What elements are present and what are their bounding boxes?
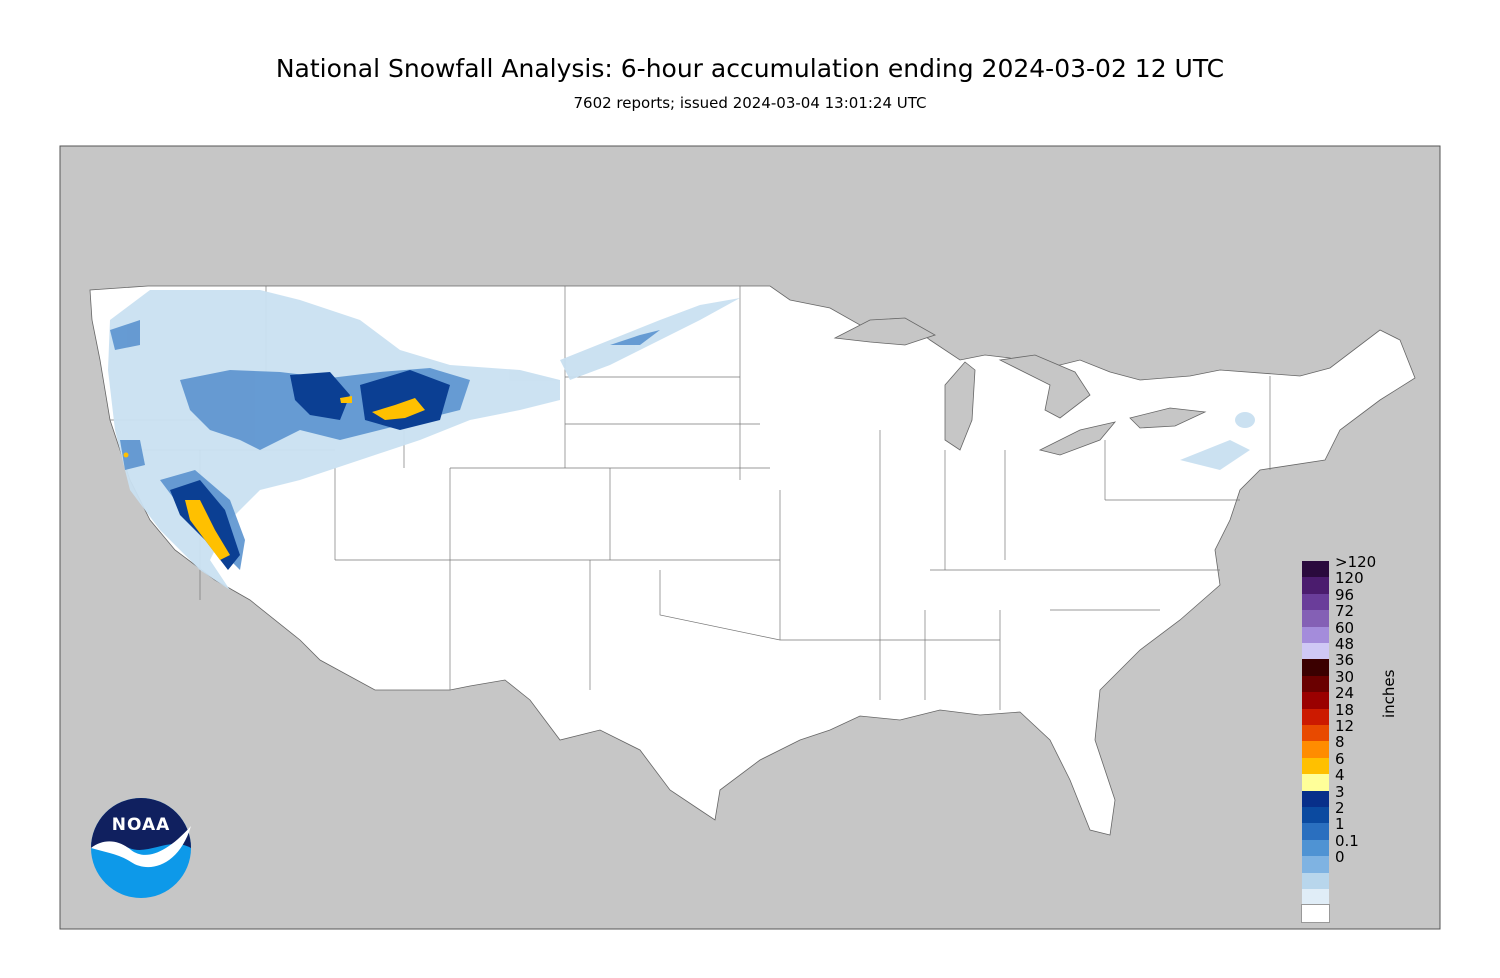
legend-swatch	[1302, 692, 1329, 709]
legend-swatch	[1302, 774, 1329, 791]
snowfall-extreme	[123, 396, 425, 560]
legend-swatch	[1302, 659, 1329, 676]
lake-michigan	[944, 361, 976, 451]
legend-label: 24	[1335, 684, 1355, 703]
legend-label: 8	[1335, 733, 1345, 752]
noaa-logo-text: NOAA	[111, 815, 171, 835]
map-title: National Snowfall Analysis: 6-hour accum…	[275, 54, 1225, 83]
legend-label: 120	[1335, 569, 1364, 588]
legend-swatch	[1301, 904, 1330, 923]
legend-swatch	[1302, 626, 1329, 643]
legend-swatch	[1302, 708, 1329, 725]
legend-swatch	[1302, 807, 1329, 824]
legend-label: 48	[1335, 635, 1355, 653]
noaa-logo	[91, 798, 191, 898]
legend-label: 60	[1335, 618, 1355, 637]
legend-swatch	[1302, 757, 1329, 775]
legend-label: 1	[1335, 815, 1345, 834]
legend-label: 12	[1335, 717, 1355, 735]
legend-swatch	[1302, 593, 1329, 611]
legend-swatch	[1302, 675, 1329, 693]
legend-swatch	[1302, 839, 1329, 857]
legend-label: 0	[1335, 848, 1345, 867]
lake-huron	[998, 354, 1091, 419]
map-subtitle: 7602 reports; issued 2024-03-04 13:01:24…	[573, 94, 927, 112]
legend-swatch	[1302, 725, 1329, 742]
legend-swatch	[1302, 856, 1329, 873]
legend-swatch	[1302, 889, 1329, 906]
legend-label: 0.1	[1335, 831, 1359, 850]
legend-swatch	[1302, 610, 1329, 627]
legend-label: >120	[1335, 553, 1377, 571]
legend-swatch	[1302, 790, 1329, 807]
legend-swatch	[1302, 577, 1329, 594]
lake-erie	[1038, 421, 1117, 456]
legend-label: 96	[1335, 585, 1355, 604]
legend-units: inches	[1380, 669, 1398, 718]
legend-label: 72	[1335, 602, 1355, 621]
legend-label: 2	[1335, 799, 1345, 817]
legend-swatch	[1302, 561, 1329, 578]
legend-swatch	[1302, 741, 1329, 758]
legend-label: 30	[1335, 667, 1355, 686]
legend-label: 18	[1335, 700, 1355, 719]
legend-swatch	[1302, 643, 1329, 660]
legend-swatch	[1302, 823, 1329, 840]
legend-label: 36	[1335, 651, 1355, 670]
lake-ontario	[1129, 407, 1207, 429]
legend-label: 6	[1335, 749, 1345, 768]
lake-superior	[833, 317, 936, 346]
legend-swatch	[1302, 872, 1329, 889]
legend-label: 3	[1335, 782, 1345, 801]
legend-label: 4	[1335, 766, 1345, 785]
